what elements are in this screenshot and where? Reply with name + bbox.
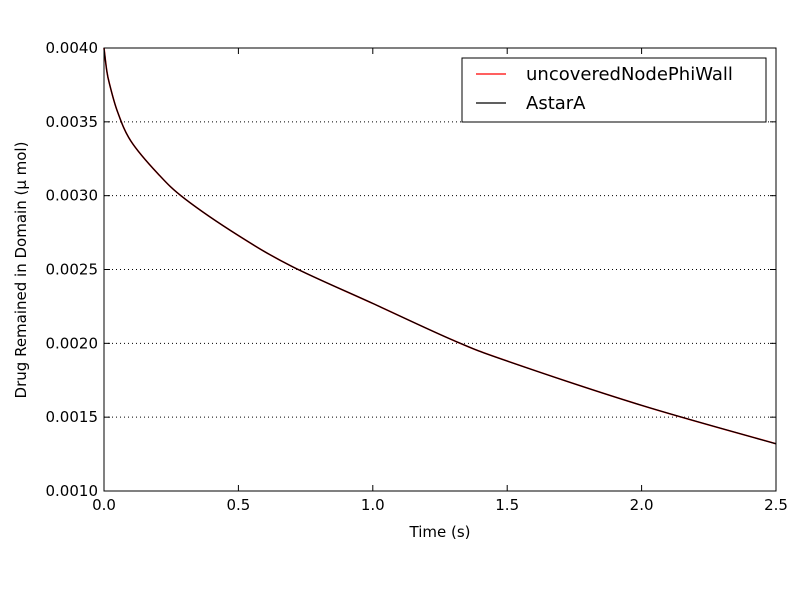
y-tick-label: 0.0025 bbox=[46, 261, 99, 279]
y-tick-label: 0.0010 bbox=[46, 482, 99, 500]
x-tick-label: 2.5 bbox=[764, 496, 788, 514]
y-tick-label: 0.0040 bbox=[46, 39, 99, 57]
y-tick-label: 0.0035 bbox=[46, 113, 99, 131]
legend-label-uncoverednodephiwall: uncoveredNodePhiWall bbox=[526, 64, 733, 85]
legend-box bbox=[461, 57, 767, 123]
y-tick-label: 0.0020 bbox=[46, 334, 99, 352]
x-tick-label: 0.0 bbox=[92, 496, 116, 514]
x-ticks: 0.0 0.5 1.0 1.5 2.0 2.5 bbox=[92, 48, 788, 514]
series-line-astara bbox=[103, 47, 777, 445]
y-tick-label: 0.0015 bbox=[46, 408, 99, 426]
y-tick-label: 0.0030 bbox=[46, 187, 99, 205]
y-ticks: 0.0010 0.0015 0.0020 0.0025 0.0030 0.0035 0.00… bbox=[46, 39, 776, 500]
series-lines bbox=[103, 47, 777, 445]
x-tick-label: 1.0 bbox=[361, 496, 385, 514]
x-tick-label: 2.0 bbox=[630, 496, 654, 514]
legend-label-astara: AstarA bbox=[526, 93, 586, 114]
grid bbox=[104, 121, 776, 418]
y-axis-title: Drug Remained in Domain (μ mol) bbox=[12, 142, 30, 399]
x-tick-label: 1.5 bbox=[495, 496, 519, 514]
legend: uncoveredNodePhiWall AstarA bbox=[461, 57, 767, 123]
x-axis-title: Time (s) bbox=[409, 523, 471, 541]
x-tick-label: 0.5 bbox=[226, 496, 250, 514]
